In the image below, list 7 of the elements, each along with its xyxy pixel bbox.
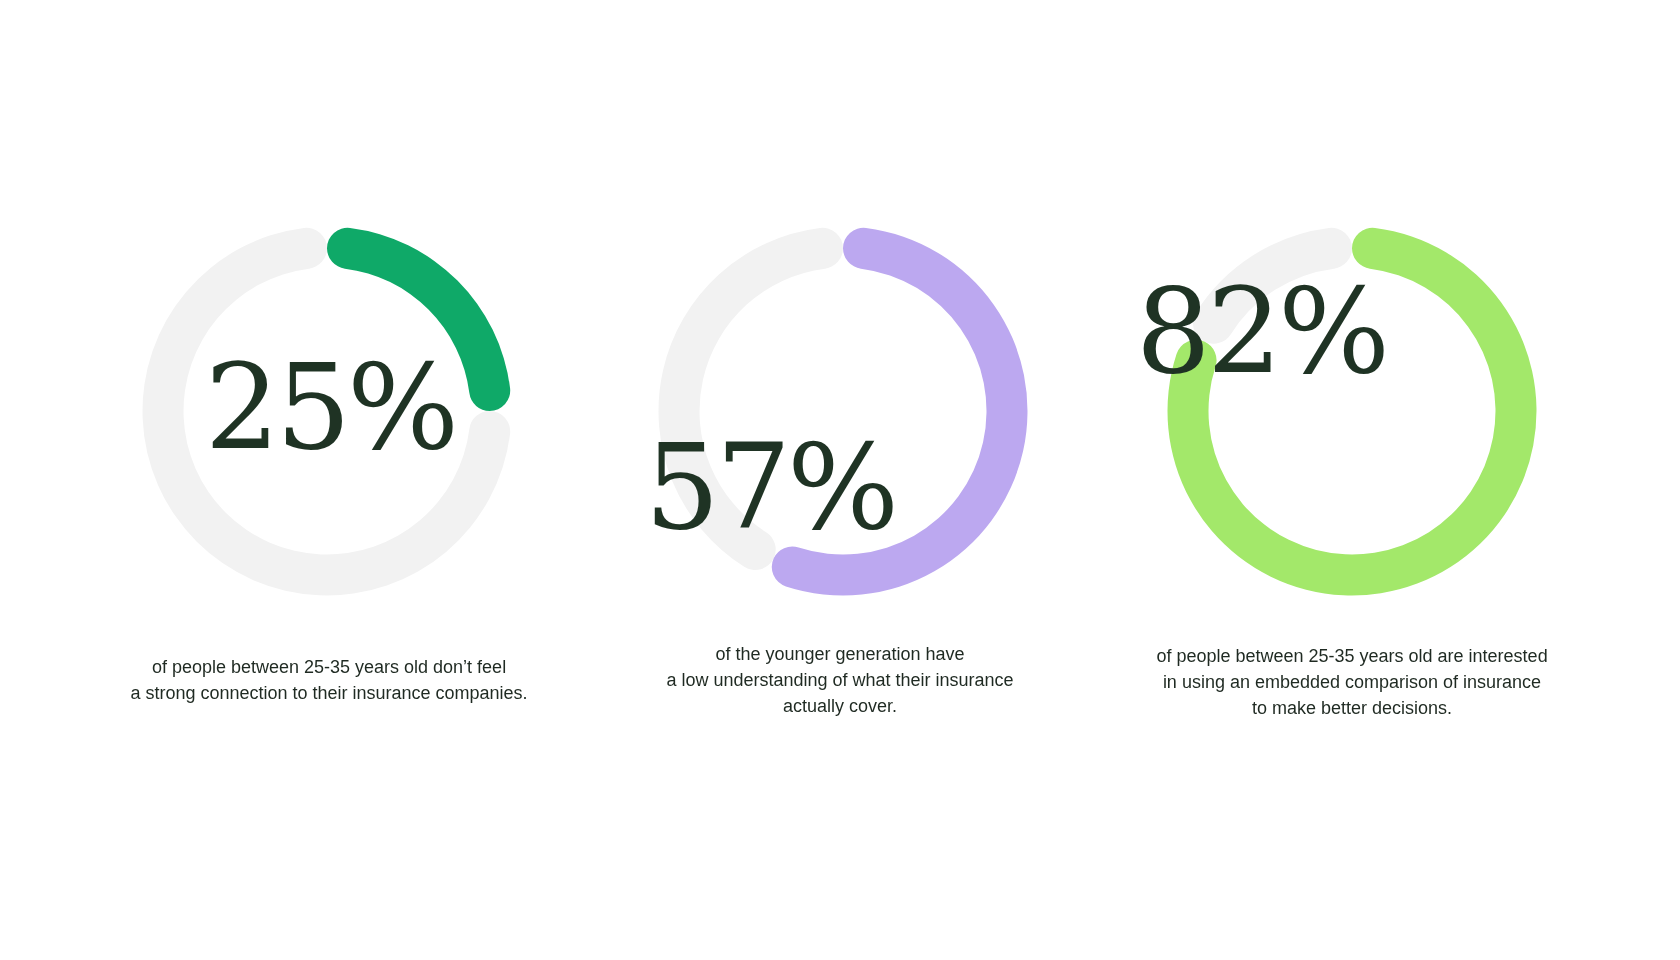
text: of people between 25-35 years old are interested in using an embedded comparison of insurance to make better decisions. — [1156, 646, 1548, 718]
data-label: 57% — [644, 418, 896, 556]
donut-slice — [142, 227, 511, 596]
text: of the younger generation have a low understanding of what their insurance actually cover. — [666, 644, 1014, 716]
text: of people between 25-35 years old don’t feel a strong connection to their insurance companies. — [130, 657, 528, 703]
data-label: 82% — [1135, 262, 1387, 400]
data-label: 25% — [204, 338, 456, 476]
